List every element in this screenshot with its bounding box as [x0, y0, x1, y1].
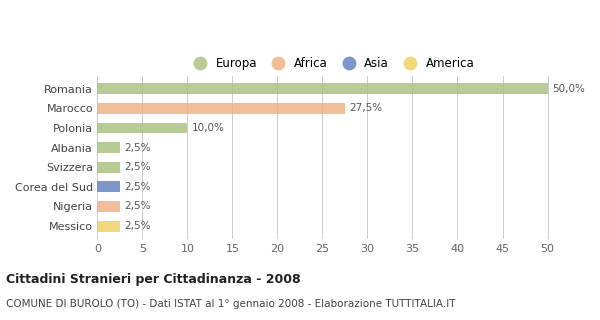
Text: COMUNE DI BUROLO (TO) - Dati ISTAT al 1° gennaio 2008 - Elaborazione TUTTITALIA.: COMUNE DI BUROLO (TO) - Dati ISTAT al 1°… [6, 299, 455, 309]
Bar [97, 162, 120, 172]
Bar [97, 103, 345, 114]
Text: 2,5%: 2,5% [124, 202, 151, 212]
Text: 2,5%: 2,5% [124, 162, 151, 172]
Text: 2,5%: 2,5% [124, 182, 151, 192]
Bar [97, 181, 120, 192]
Text: 2,5%: 2,5% [124, 143, 151, 153]
Bar [97, 123, 187, 133]
Text: 50,0%: 50,0% [552, 84, 585, 94]
Text: Cittadini Stranieri per Cittadinanza - 2008: Cittadini Stranieri per Cittadinanza - 2… [6, 273, 301, 286]
Bar [97, 221, 120, 232]
Bar [97, 201, 120, 212]
Text: 10,0%: 10,0% [192, 123, 225, 133]
Legend: Europa, Africa, Asia, America: Europa, Africa, Asia, America [184, 52, 479, 75]
Bar [97, 83, 548, 94]
Text: 2,5%: 2,5% [124, 221, 151, 231]
Bar [97, 142, 120, 153]
Text: 27,5%: 27,5% [349, 103, 383, 113]
